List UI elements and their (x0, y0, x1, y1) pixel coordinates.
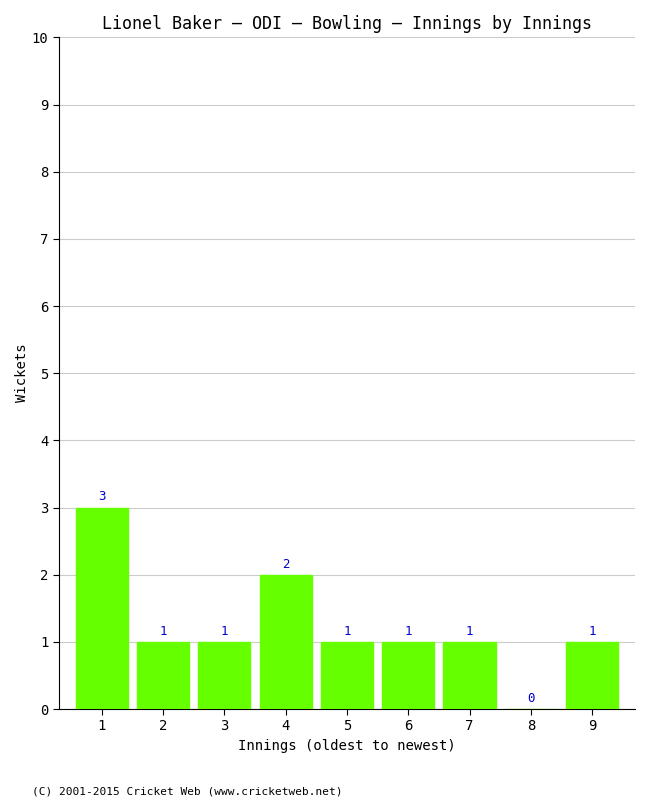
Y-axis label: Wickets: Wickets (15, 344, 29, 402)
Bar (321, 642, 373, 709)
Text: 3: 3 (98, 490, 105, 503)
Text: 0: 0 (527, 692, 534, 705)
Text: 1: 1 (588, 625, 596, 638)
Bar (382, 642, 434, 709)
Title: Lionel Baker – ODI – Bowling – Innings by Innings: Lionel Baker – ODI – Bowling – Innings b… (102, 15, 592, 33)
Text: 1: 1 (220, 625, 228, 638)
Text: (C) 2001-2015 Cricket Web (www.cricketweb.net): (C) 2001-2015 Cricket Web (www.cricketwe… (32, 786, 343, 796)
Bar (566, 642, 618, 709)
Bar (443, 642, 495, 709)
Bar (198, 642, 250, 709)
X-axis label: Innings (oldest to newest): Innings (oldest to newest) (238, 739, 456, 753)
Text: 1: 1 (466, 625, 473, 638)
Bar (137, 642, 189, 709)
Text: 1: 1 (159, 625, 167, 638)
Bar (76, 507, 128, 709)
Text: 1: 1 (343, 625, 351, 638)
Text: 1: 1 (404, 625, 412, 638)
Text: 2: 2 (282, 558, 289, 570)
Bar (259, 574, 312, 709)
